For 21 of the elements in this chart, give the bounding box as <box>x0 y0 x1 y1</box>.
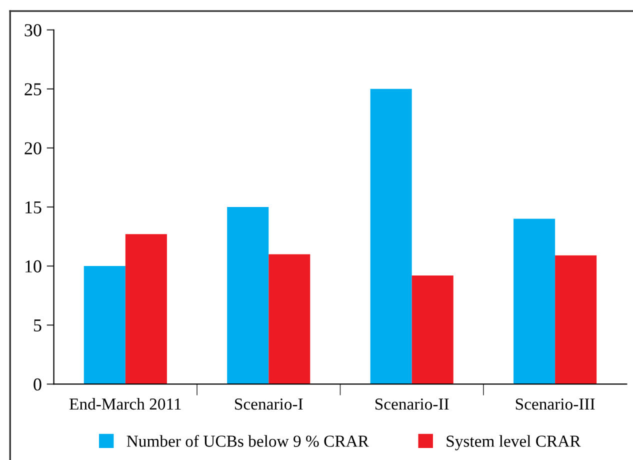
y-tick-label: 20 <box>24 142 42 154</box>
y-tick-label: 10 <box>26 260 42 272</box>
x-tick-label: Scenario-I <box>235 398 303 410</box>
bar <box>84 266 126 384</box>
x-tick-label: Scenario-III <box>516 398 595 410</box>
legend-label: Number of UCBs below 9 % CRAR <box>126 434 369 447</box>
bar <box>555 255 597 384</box>
y-tick-label: 15 <box>26 201 42 214</box>
bar <box>514 218 556 384</box>
bar <box>227 207 269 384</box>
bar <box>268 254 310 384</box>
bar <box>412 275 454 384</box>
x-tick-label: Scenario-II <box>375 398 449 410</box>
y-tick-label: 30 <box>24 24 42 36</box>
bar <box>370 88 412 384</box>
legend-label: System level CRAR <box>446 435 581 450</box>
bar <box>125 234 167 384</box>
x-tick-label: End-March 2011 <box>70 398 181 410</box>
y-tick-label: 25 <box>24 83 42 96</box>
y-tick-label: 5 <box>34 320 42 332</box>
y-tick-label: 0 <box>34 378 42 391</box>
